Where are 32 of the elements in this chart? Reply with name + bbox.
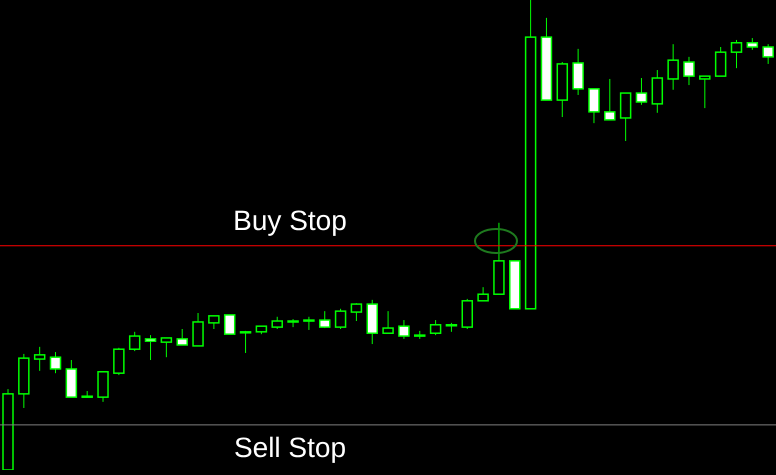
- candlestick: [271, 316, 283, 330]
- candlestick: [224, 314, 236, 335]
- candlestick: [334, 308, 346, 330]
- candlestick: [667, 44, 679, 90]
- candlestick: [192, 312, 204, 347]
- candlestick: [382, 310, 394, 334]
- candlestick: [144, 334, 156, 361]
- candlestick: [477, 286, 489, 302]
- candlestick: [113, 347, 125, 376]
- candlestick: [240, 330, 252, 354]
- ref-line-label: Buy Stop: [233, 204, 347, 236]
- candlestick: [398, 320, 410, 340]
- candlestick: [34, 346, 46, 372]
- candlestick: [160, 337, 172, 358]
- candlestick: [128, 331, 140, 352]
- candlestick: [50, 352, 62, 374]
- candlestick: [350, 302, 362, 322]
- ref-line-label: Sell Stop: [234, 432, 346, 463]
- candlestick: [176, 328, 188, 346]
- candlestick: [683, 56, 695, 86]
- candlestick: [604, 78, 616, 121]
- candlestick: [714, 46, 726, 77]
- candlestick: [730, 39, 742, 69]
- candlestick: [636, 78, 648, 106]
- candlestick: [746, 38, 758, 50]
- candlestick: [318, 310, 330, 329]
- candlestick: [208, 315, 220, 330]
- candlestick: [588, 88, 600, 124]
- candlestick: [699, 75, 711, 109]
- candlestick: [762, 44, 774, 64]
- candlestick: [303, 316, 315, 330]
- candlestick: [430, 320, 442, 336]
